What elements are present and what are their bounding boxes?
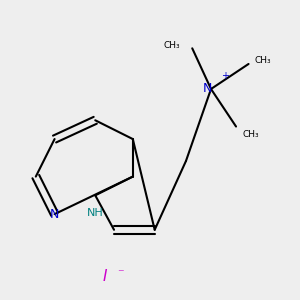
Text: CH₃: CH₃ [163,41,180,50]
Text: I: I [102,269,107,284]
Text: ⁻: ⁻ [117,267,124,280]
Text: +: + [221,71,229,82]
Text: CH₃: CH₃ [242,130,259,139]
Text: N: N [203,82,213,95]
Text: N: N [50,208,59,220]
Text: NH: NH [87,208,104,218]
Text: CH₃: CH₃ [255,56,272,65]
